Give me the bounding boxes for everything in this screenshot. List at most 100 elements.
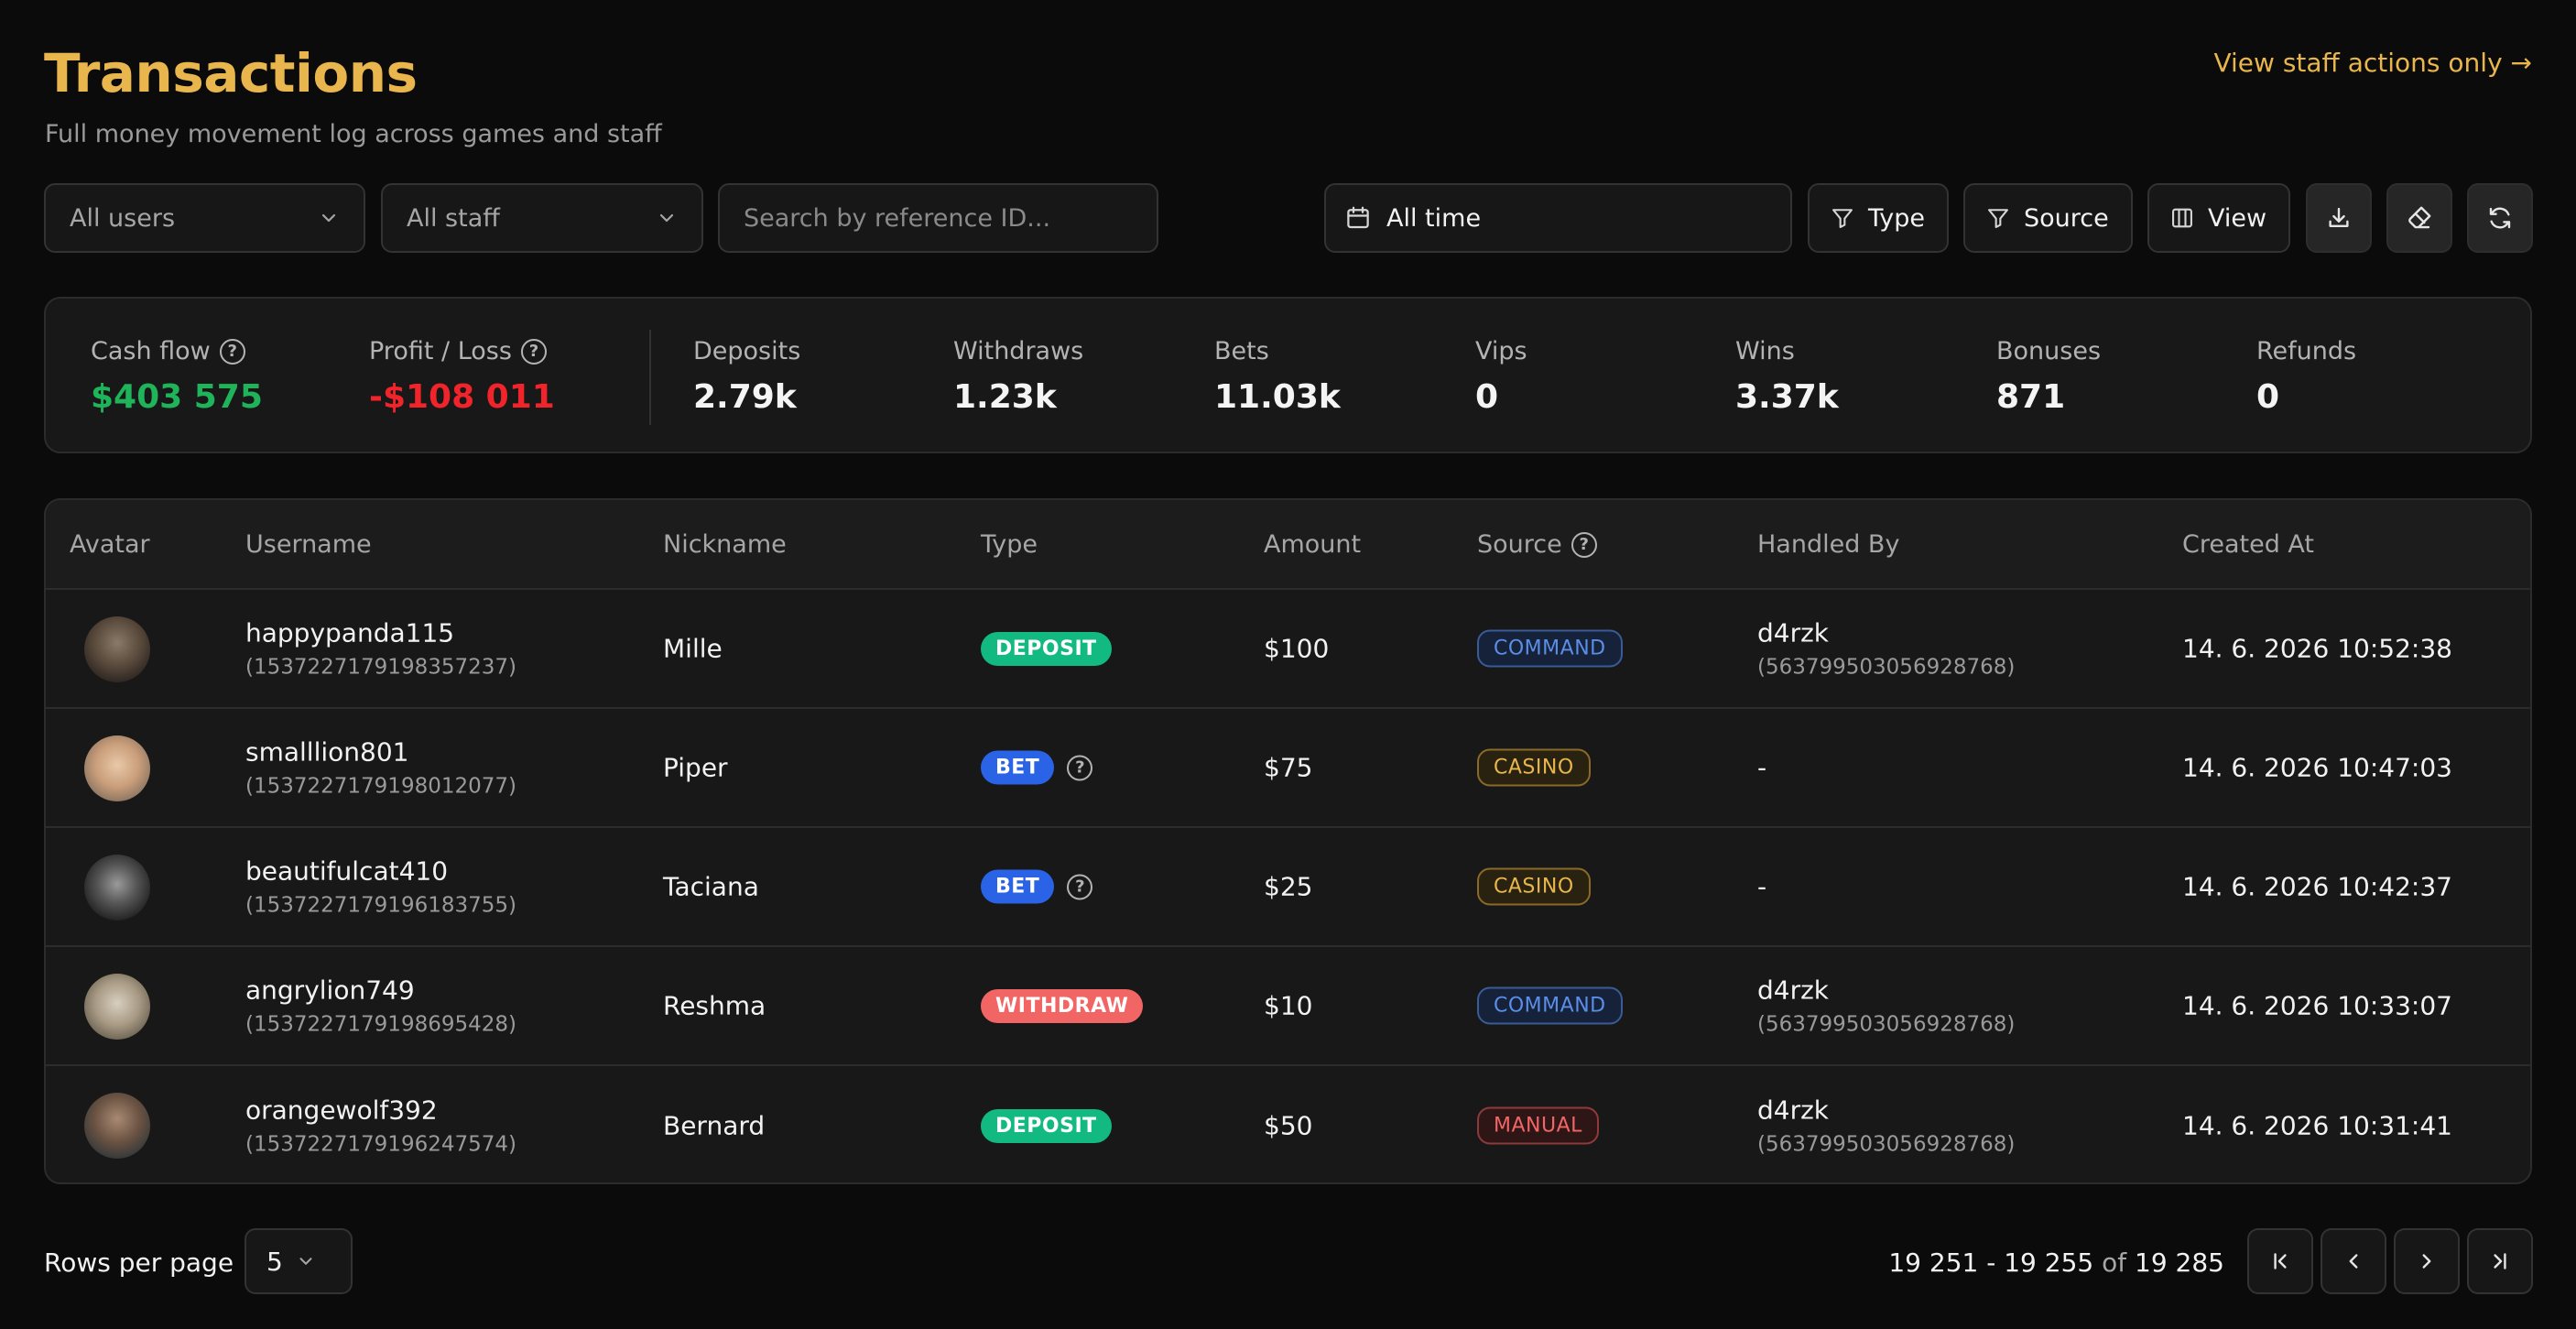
- column-header-handled-by[interactable]: Handled By: [1757, 530, 1900, 559]
- username: happypanda115: [245, 617, 455, 648]
- staff-select-value: All staff: [407, 203, 500, 233]
- stat-label: Vips: [1475, 337, 1527, 365]
- source-cell: COMMAND: [1477, 986, 1623, 1025]
- handled-by: d4rzk: [1757, 975, 1830, 1006]
- chevron-down-icon: [656, 207, 678, 229]
- last-page-button[interactable]: [2467, 1228, 2533, 1294]
- clear-filters-button[interactable]: [2386, 183, 2452, 253]
- table-row[interactable]: orangewolf392 (1537227179196247574) Bern…: [46, 1066, 2530, 1182]
- columns-icon: [2169, 205, 2195, 231]
- users-select[interactable]: All users: [44, 183, 365, 253]
- stat-value: 0: [2256, 378, 2280, 416]
- rows-per-page-select[interactable]: 5: [245, 1228, 353, 1294]
- nickname: Bernard: [663, 1110, 766, 1141]
- chevrons-right-bar-icon: [2488, 1249, 2512, 1273]
- chevrons-left-bar-icon: [2268, 1249, 2292, 1273]
- stat-value: 3.37k: [1735, 378, 1839, 416]
- source-badge: MANUAL: [1477, 1106, 1599, 1145]
- stat-cash-flow: Cash flow? $403 575: [91, 337, 263, 416]
- refresh-button[interactable]: [2467, 183, 2533, 253]
- filter-icon: [1830, 205, 1855, 231]
- amount: $100: [1264, 633, 1330, 664]
- user-id: (1537227179196183755): [245, 893, 516, 918]
- refresh-icon: [2486, 204, 2514, 232]
- pagination-range-value: 19 251 - 19 255: [1888, 1247, 2094, 1278]
- source-badge: CASINO: [1477, 748, 1591, 787]
- stat-wins: Wins 3.37k: [1735, 337, 1839, 416]
- view-columns-label: View: [2208, 203, 2267, 233]
- nickname: Reshma: [663, 990, 766, 1021]
- created-at: 14. 6. 2026 10:42:37: [2182, 871, 2452, 902]
- amount: $75: [1264, 752, 1313, 783]
- rows-per-page-label: Rows per page: [44, 1247, 234, 1278]
- page-title: Transactions: [44, 42, 418, 104]
- question-circle-icon[interactable]: ?: [1067, 755, 1093, 780]
- stat-label: Profit / Loss: [369, 337, 512, 365]
- avatar: [84, 735, 150, 801]
- chevron-down-icon: [318, 207, 340, 229]
- stat-value: 0: [1475, 378, 1499, 416]
- handler-id: (563799503056928768): [1757, 1132, 2016, 1157]
- column-header-source[interactable]: Source ?: [1477, 530, 1597, 559]
- date-range-picker[interactable]: All time: [1324, 183, 1792, 253]
- column-header-created-at[interactable]: Created At: [2182, 530, 2315, 559]
- next-page-button[interactable]: [2394, 1228, 2460, 1294]
- username: orangewolf392: [245, 1095, 438, 1126]
- table-row[interactable]: beautifulcat410 (1537227179196183755) Ta…: [46, 828, 2530, 947]
- avatar: [84, 855, 150, 920]
- column-header-nickname[interactable]: Nickname: [663, 530, 787, 559]
- stat-deposits: Deposits 2.79k: [693, 337, 800, 416]
- reference-search[interactable]: [718, 183, 1158, 253]
- handled-by: d4rzk: [1757, 1095, 1830, 1126]
- source-filter-button[interactable]: Source: [1963, 183, 2133, 253]
- rows-per-page-value: 5: [266, 1246, 283, 1277]
- stat-value: 1.23k: [953, 378, 1057, 416]
- users-select-value: All users: [70, 203, 176, 233]
- type-filter-button[interactable]: Type: [1808, 183, 1949, 253]
- stat-label: Deposits: [693, 337, 801, 365]
- previous-page-button[interactable]: [2321, 1228, 2386, 1294]
- avatar: [84, 1093, 150, 1159]
- user-id: (1537227179196247574): [245, 1132, 516, 1157]
- download-button[interactable]: [2306, 183, 2372, 253]
- avatar: [84, 974, 150, 1040]
- pagination-total: 19 285: [2135, 1247, 2224, 1278]
- username-cell: happypanda115 (1537227179198357237): [245, 618, 516, 680]
- column-header-type[interactable]: Type: [981, 530, 1038, 559]
- stat-withdraws: Withdraws 1.23k: [953, 337, 1083, 416]
- question-circle-icon[interactable]: ?: [1067, 874, 1093, 899]
- user-id: (1537227179198357237): [245, 655, 516, 680]
- question-circle-icon[interactable]: ?: [1571, 531, 1597, 558]
- username-cell: beautifulcat410 (1537227179196183755): [245, 856, 516, 918]
- question-circle-icon[interactable]: ?: [520, 338, 547, 365]
- username-cell: smalllion801 (1537227179198012077): [245, 737, 516, 799]
- question-circle-icon[interactable]: ?: [219, 338, 245, 365]
- type-filter-label: Type: [1868, 203, 1926, 233]
- calendar-icon: [1344, 204, 1372, 232]
- handled-by-cell: d4rzk (563799503056928768): [1757, 618, 2015, 680]
- table-row[interactable]: smalllion801 (1537227179198012077) Piper…: [46, 709, 2530, 828]
- table-row[interactable]: happypanda115 (1537227179198357237) Mill…: [46, 590, 2530, 709]
- handled-by-cell: d4rzk (563799503056928768): [1757, 1095, 2015, 1157]
- username: angrylion749: [245, 975, 415, 1006]
- download-icon: [2325, 204, 2353, 232]
- view-staff-actions-link[interactable]: View staff actions only →: [2213, 48, 2532, 78]
- first-page-button[interactable]: [2247, 1228, 2313, 1294]
- transactions-table: Avatar Username Nickname Type Amount Sou…: [44, 498, 2532, 1184]
- username: smalllion801: [245, 736, 409, 768]
- view-columns-button[interactable]: View: [2147, 183, 2290, 253]
- reference-search-input[interactable]: [744, 203, 1133, 233]
- column-header-username[interactable]: Username: [245, 530, 372, 559]
- column-header-amount[interactable]: Amount: [1264, 530, 1362, 559]
- created-at: 14. 6. 2026 10:47:03: [2182, 752, 2452, 783]
- created-at: 14. 6. 2026 10:33:07: [2182, 990, 2452, 1021]
- chevron-down-icon: [296, 1251, 316, 1271]
- filter-icon: [1985, 205, 2011, 231]
- handled-by: -: [1757, 752, 1767, 783]
- table-row[interactable]: angrylion749 (1537227179198695428) Reshm…: [46, 947, 2530, 1066]
- user-id: (1537227179198012077): [245, 774, 516, 799]
- stat-value: 11.03k: [1214, 378, 1341, 416]
- date-range-value: All time: [1386, 203, 1482, 233]
- staff-select[interactable]: All staff: [381, 183, 703, 253]
- chevron-left-icon: [2342, 1249, 2365, 1273]
